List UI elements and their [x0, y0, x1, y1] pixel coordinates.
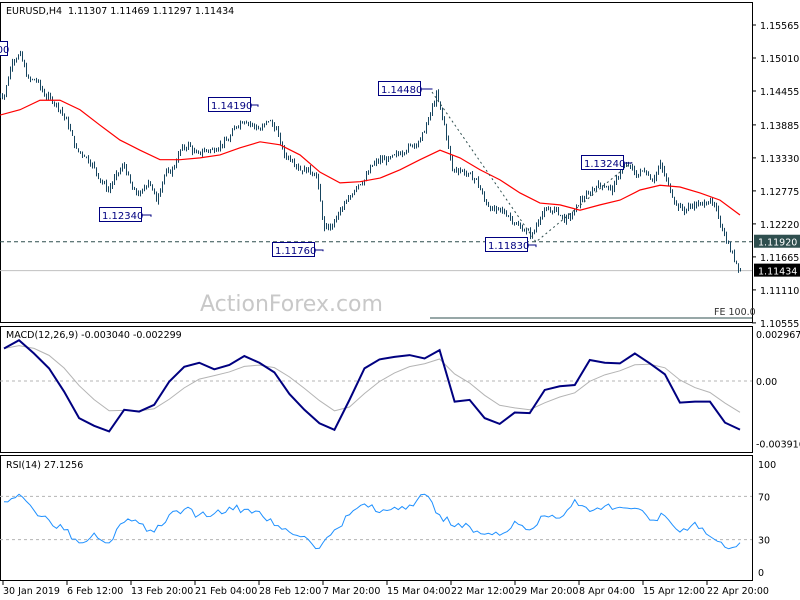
price-axis-label: 1.11110 — [760, 286, 799, 297]
annotation-label: 1.13240 — [584, 159, 625, 170]
time-axis-label: 21 Feb 04:00 — [195, 586, 257, 597]
annotation-connector — [527, 244, 537, 248]
macd-axis-label: 0.002967 — [756, 330, 800, 341]
price-axis-label: 1.12220 — [760, 220, 799, 231]
annotation-box — [272, 242, 315, 257]
price-axis-label: 1.15010 — [760, 54, 799, 65]
support-level-tag — [754, 234, 800, 248]
rsi-axis-label: 30 — [758, 536, 770, 547]
annotation-label: 1.15100 — [0, 45, 9, 56]
time-axis-label: 15 Mar 04:00 — [387, 586, 450, 597]
chart-header-ohlc: 1.11307 1.11469 1.11297 1.11434 — [68, 6, 234, 17]
annotation-box — [581, 155, 624, 170]
time-axis-label: 29 Mar 20:00 — [515, 586, 578, 597]
macd-axis-label: 0.00 — [756, 377, 777, 388]
rsi-panel-frame — [0, 455, 753, 581]
rsi-axis-label: 70 — [758, 492, 770, 503]
annotation-connector — [250, 104, 259, 107]
moving-average-line — [0, 99, 741, 216]
price-axis-label: 1.10555 — [760, 319, 799, 330]
price-axis-label: 1.11665 — [760, 253, 799, 264]
rsi-axis-label: 100 — [758, 460, 776, 471]
macd-main-line — [3, 338, 741, 433]
fibonacci-expansion-lines — [431, 91, 633, 243]
annotation-connector — [314, 249, 324, 252]
annotation-label: 1.14480 — [381, 85, 422, 96]
price-axis-label: 1.14455 — [760, 87, 799, 98]
annotation-box — [378, 81, 421, 96]
annotation-label: 1.12340 — [102, 211, 143, 222]
rsi-title: RSI(14) 27.1256 — [6, 460, 83, 471]
annotation-box — [208, 97, 251, 112]
fe-100-label: FE 100.0 — [714, 307, 756, 318]
annotation-box — [485, 237, 528, 252]
support-level-label: 1.11920 — [758, 238, 797, 249]
time-axis-label: 15 Apr 12:00 — [643, 586, 705, 597]
rsi-line — [3, 493, 741, 550]
annotation-box — [0, 41, 8, 56]
annotation-label: 1.14190 — [211, 101, 252, 112]
time-axis-label: 28 Feb 12:00 — [259, 586, 321, 597]
price-axis-label: 1.13885 — [760, 121, 799, 132]
macd-axis-label: -0.003916 — [756, 440, 800, 451]
annotation-box — [99, 207, 142, 222]
current-price-label: 1.11434 — [758, 267, 797, 278]
annotation-label: 1.11760 — [275, 246, 316, 257]
time-axis-label: 13 Feb 20:00 — [131, 586, 193, 597]
annotation-connector — [420, 88, 433, 90]
time-axis-label: 22 Apr 20:00 — [707, 586, 769, 597]
macd-signal-line — [3, 345, 741, 413]
time-axis-label: 22 Mar 12:00 — [451, 586, 514, 597]
current-price-tag — [754, 263, 800, 277]
watermark: ActionForex.com — [200, 292, 383, 317]
chart-header-symbol: EURUSD,H4 — [6, 6, 62, 17]
macd-panel-frame — [0, 326, 753, 453]
annotation-label: 1.11830 — [488, 241, 529, 252]
time-axis-label: 6 Feb 12:00 — [67, 586, 123, 597]
annotation-connector — [141, 214, 152, 217]
time-axis-label: 8 Apr 04:00 — [579, 586, 635, 597]
time-axis-label: 30 Jan 2019 — [3, 586, 60, 597]
price-axis-label: 1.15565 — [760, 21, 799, 32]
main-panel-frame — [0, 2, 753, 323]
macd-title: MACD(12,26,9) -0.003040 -0.002299 — [6, 330, 182, 341]
time-axis-label: 7 Mar 20:00 — [323, 586, 380, 597]
rsi-axis-label: 0 — [758, 568, 764, 579]
price-axis-label: 1.13330 — [760, 154, 799, 165]
price-axis-label: 1.12775 — [760, 187, 799, 198]
